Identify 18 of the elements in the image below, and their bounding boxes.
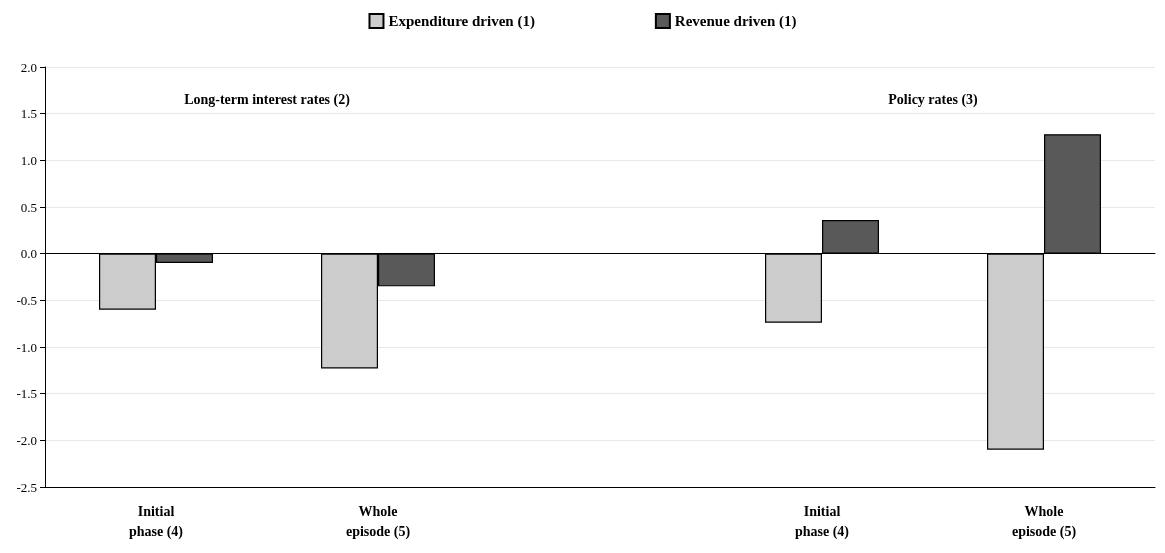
x-tick-label: Initial phase (4): [128, 503, 184, 540]
y-tick-label: 1.5: [20, 106, 37, 122]
y-tick-label: 0.0: [20, 246, 37, 262]
y-tick-label: -2.5: [16, 479, 37, 495]
legend-label: Expenditure driven (1): [388, 13, 535, 30]
y-tick-label: 1.0: [20, 152, 37, 168]
legend-label: Revenue driven (1): [674, 13, 797, 30]
x-tick-label: Whole episode (5): [345, 503, 411, 540]
annotation: Policy rates (3): [888, 91, 979, 108]
y-tick-label: -0.5: [16, 292, 37, 308]
y-tick-label: 0.5: [20, 199, 37, 215]
annotation: Long-term interest rates (2): [184, 91, 351, 108]
x-tick-label: Whole episode (5): [1011, 503, 1077, 540]
y-tick-label: 2.0: [20, 59, 37, 75]
y-tick-label: -2.0: [16, 432, 37, 448]
y-tick-label: -1.0: [16, 339, 37, 355]
y-tick-label: -1.5: [16, 386, 37, 402]
x-tick-label: Initial phase (4): [794, 503, 850, 540]
